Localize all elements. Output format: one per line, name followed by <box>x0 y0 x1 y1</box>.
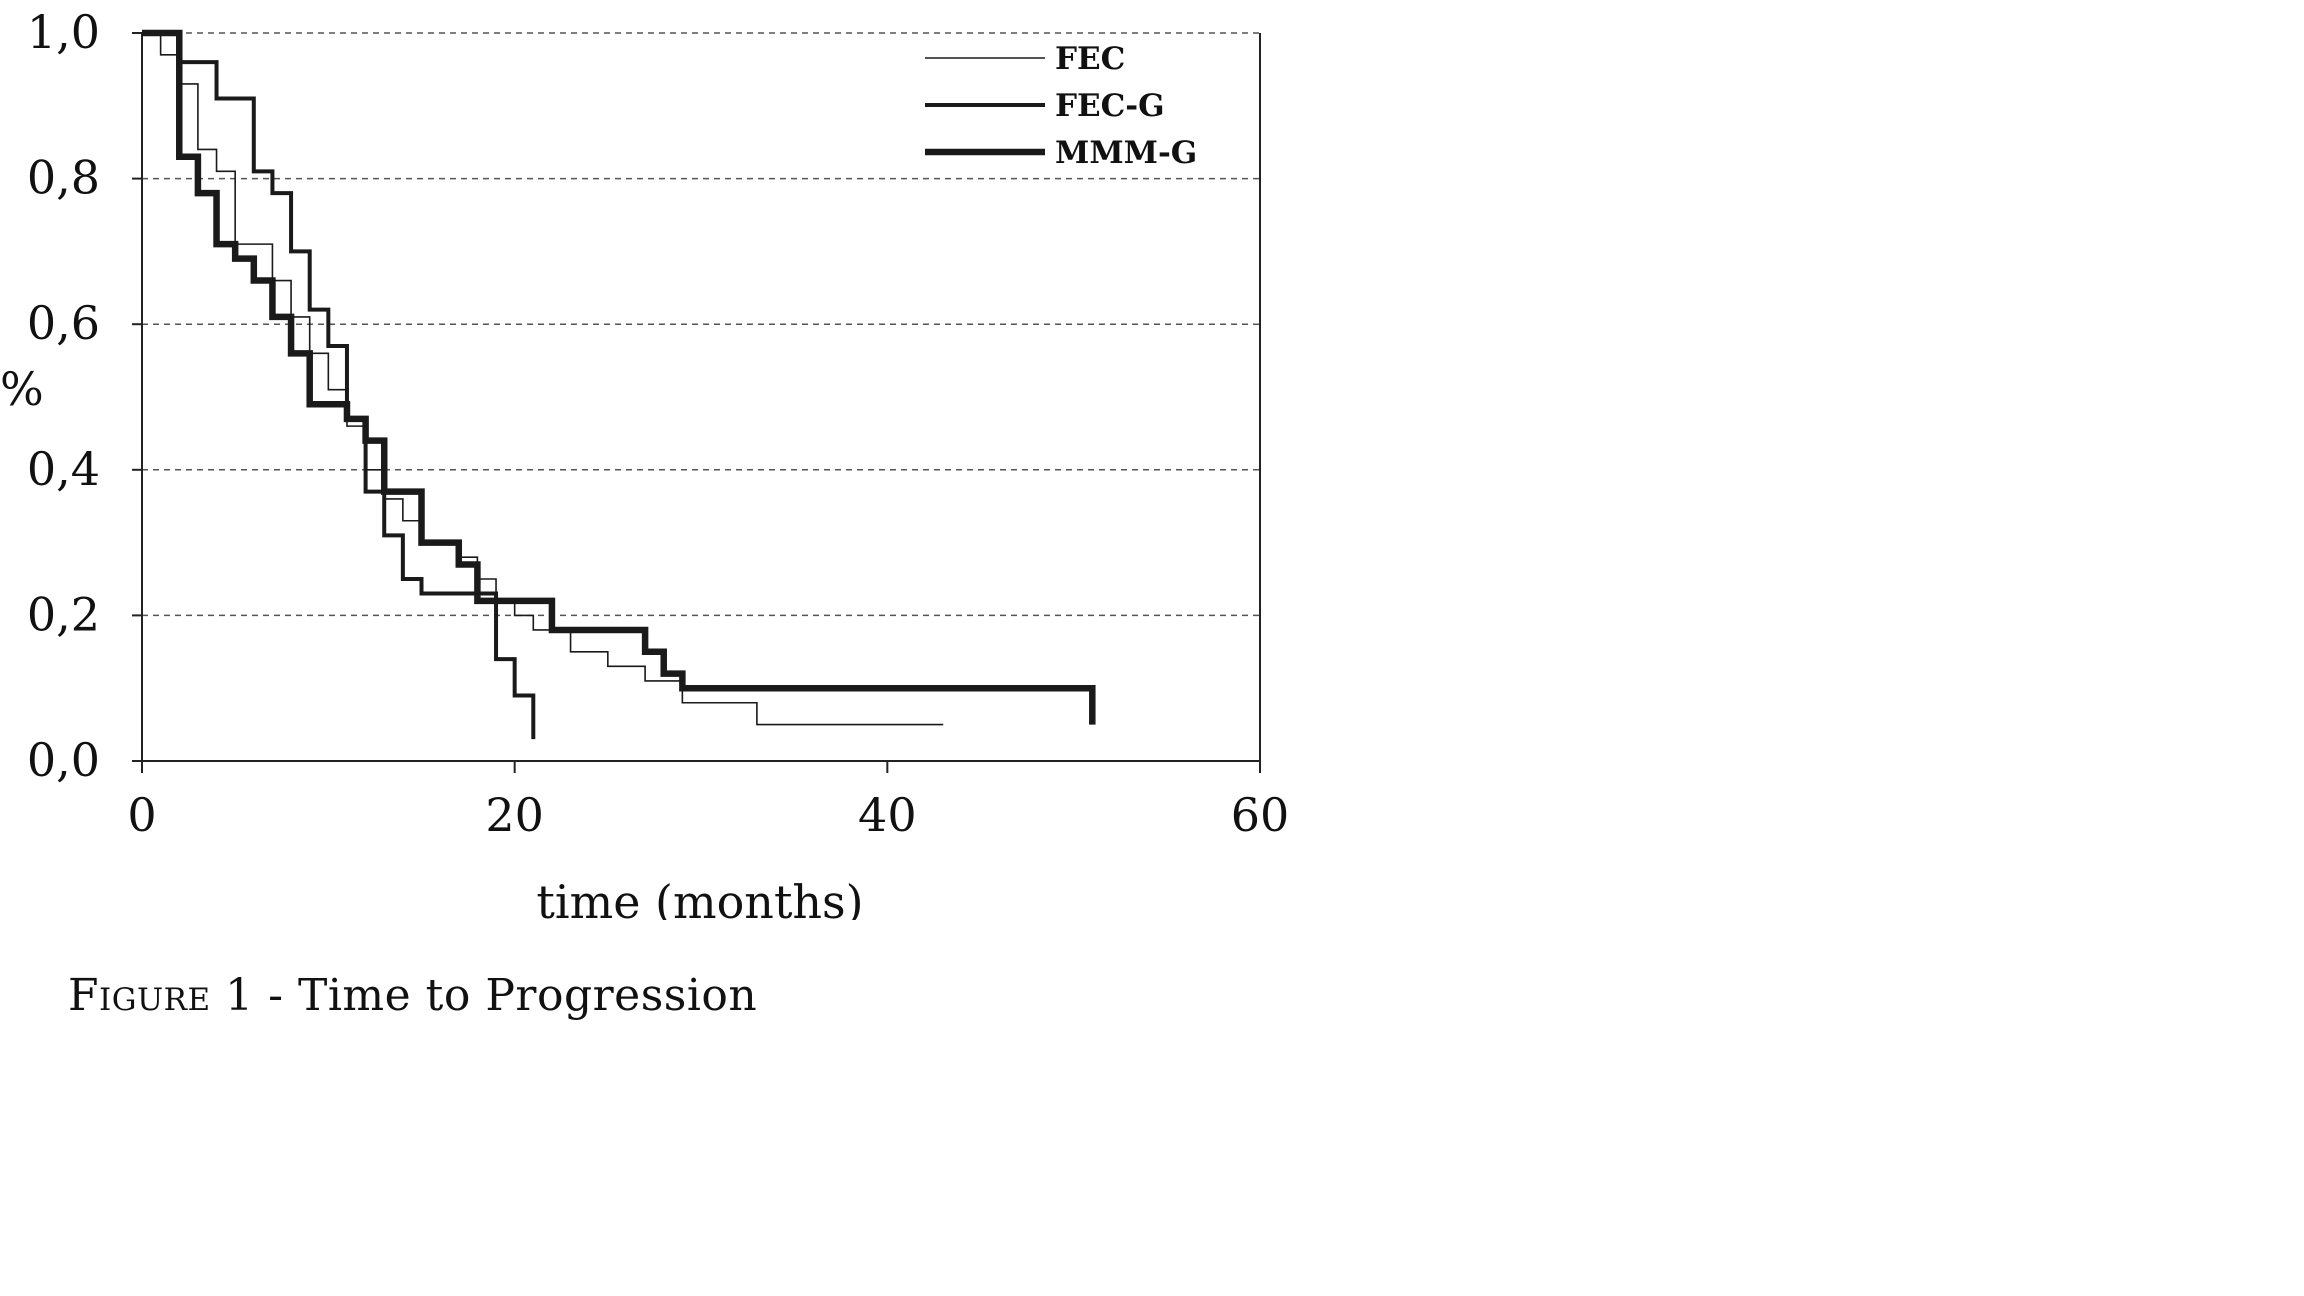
series-line-fec-g <box>142 31 536 740</box>
series-line-fec <box>142 32 944 726</box>
legend-label: FEC-G <box>1055 88 1165 124</box>
caption-number: 1 <box>225 970 254 1021</box>
y-tick-label: 0,4 <box>27 442 100 496</box>
legend-label: MMM-G <box>1055 135 1197 171</box>
y-tick-label: 0,6 <box>27 296 100 350</box>
x-tick-label: 20 <box>485 788 544 842</box>
km-chart: 0,0 0,2 0,4 0,6 0,8 1,0 0 20 40 60 FEC FEC-G MMM-G… <box>0 5 1289 920</box>
caption-text: - Time to Progression <box>268 970 758 1021</box>
x-axis: 0 20 40 60 <box>127 761 1289 842</box>
y-tick-label: 0,2 <box>27 587 100 641</box>
x-tick-label: 60 <box>1231 788 1290 842</box>
series-lines <box>142 29 1096 740</box>
y-tick-label: 0,8 <box>27 151 100 205</box>
caption-label: Figure <box>68 970 211 1021</box>
y-axis: 0,0 0,2 0,4 0,6 0,8 1,0 <box>27 5 142 787</box>
figure-caption: Figure 1 - Time to Progression <box>68 970 757 1021</box>
legend: FEC FEC-G MMM-G <box>925 41 1197 171</box>
x-tick-label: 0 <box>127 788 156 842</box>
x-axis-label: time (months) <box>536 875 863 920</box>
y-tick-label: 0,0 <box>27 733 100 787</box>
x-tick-label: 40 <box>858 788 917 842</box>
plot-frame <box>141 33 1261 762</box>
y-tick-label: 1,0 <box>27 5 100 59</box>
y-axis-label: % <box>0 362 44 416</box>
legend-label: FEC <box>1055 41 1125 77</box>
series-line-mmm-g <box>142 29 1096 725</box>
